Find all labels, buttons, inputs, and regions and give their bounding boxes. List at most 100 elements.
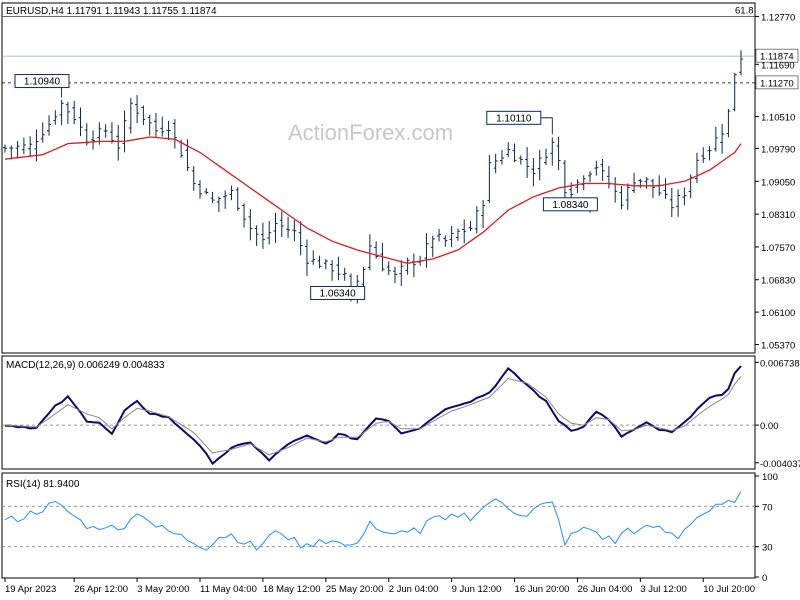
ohlc-bar [21,137,26,155]
ohlc-bar [235,187,240,211]
ohlc-bar [279,211,284,237]
time-tick-label: 10 Jul 20:00 [703,584,755,595]
time-tick-label: 9 Jun 12:00 [452,584,502,595]
ohlc-bar [726,109,731,138]
ohlc-bar [53,110,58,125]
ohlc-bar [116,125,121,161]
ohlc-bar [260,222,265,249]
ohlc-bar [298,221,303,256]
ohlc-bar [619,186,624,210]
time-tick-label: 2 Jun 04:00 [389,584,439,595]
price-tick-label: 1.06830 [761,276,795,287]
ohlc-bar [40,122,45,143]
time-tick-label: 3 May 20:00 [137,584,189,595]
level-price-label: 1.11270 [755,75,799,89]
ohlc-bar [304,239,309,277]
ohlc-bar [399,260,404,286]
ohlc-bar [499,149,504,165]
rsi-panel[interactable] [1,472,756,579]
macd-tick-label: -0.004037 [760,459,800,470]
ohlc-bar [525,147,530,178]
ohlc-bar [15,141,20,159]
ohlc-bar [210,191,215,204]
ohlc-bar [72,100,77,124]
ohlc-bar [449,225,454,248]
ohlc-bar [424,233,429,268]
swing-annotation: 1.10940 [14,74,70,98]
ohlc-bar [374,241,379,259]
swing-annotation: 1.10110 [486,110,553,135]
ohlc-bar [537,149,542,181]
rsi-tick-label: 70 [762,502,773,513]
ohlc-bar [386,261,391,276]
price-tick-label: 1.11690 [761,60,795,71]
ohlc-bar [198,180,203,199]
time-tick-label: 18 May 12:00 [263,584,321,595]
ohlc-bar [411,253,416,278]
rsi-tick-label: 100 [762,472,778,483]
price-tick-label: 1.09050 [761,177,795,188]
time-tick-label: 3 Jul 12:00 [640,584,686,595]
ohlc-bar [47,115,52,136]
ohlc-bar [506,142,511,158]
ohlc-bar [739,50,743,76]
ohlc-bar [9,145,14,160]
macd-layer [2,365,755,466]
ohlc-bar [468,221,473,232]
ohlc-bar [254,225,259,246]
ohlc-bar [594,160,599,176]
price-tick-label: 1.09790 [761,145,795,156]
ohlc-bar [147,114,152,136]
macd-panel[interactable] [1,355,756,470]
ohlc-bar [531,158,536,187]
ohlc-bar [229,185,234,201]
ohlc-bar [713,126,718,152]
axis-layer: 1.12770 1.11690 1.10510 1.09790 1.09050 1.083… [4,12,800,595]
ohlc-bar [273,212,278,243]
rsi-header: RSI(14) 81.9400 [6,479,80,490]
ohlc-bar [600,158,605,181]
ohlc-bar [663,178,668,199]
watermark: ActionForex.com [288,120,453,145]
ohlc-bar [242,203,247,228]
ohlc-bar [588,171,593,183]
ohlc-bar [91,130,96,150]
price-layer: 61.8 1.10940 1.06340 1.10110 1.08340 [2,5,755,304]
ohlc-bar [78,107,83,137]
swing-annotation: 1.08340 [542,197,598,213]
macd-line [5,365,742,466]
ohlc-bar [216,196,221,212]
ohlc-bar [650,179,655,198]
ohlc-bar [185,139,190,172]
rsi-tick-label: 0 [762,573,767,584]
svg-text:1.11270: 1.11270 [760,78,794,89]
macd-header: MACD(12,26,9) 0.006249 0.004833 [6,360,165,371]
svg-text:1.08340: 1.08340 [552,200,589,211]
macd-tick-label: 0.00 [760,421,779,432]
svg-text:1.10940: 1.10940 [24,77,61,88]
ohlc-bar [437,228,442,242]
fib-618-label: 61.8 [735,5,754,16]
ohlc-bar [676,189,681,217]
svg-text:1.11874: 1.11874 [760,52,794,63]
price-tick-label: 1.10510 [761,113,795,124]
price-panel[interactable] [1,2,756,354]
ohlc-bar [613,177,618,203]
last-price-label: 1.11874 [755,48,799,63]
price-tick-label: 1.05370 [761,340,795,351]
ohlc-bar [543,148,548,166]
ohlc-bar [248,209,253,241]
ohlc-bar [267,221,272,245]
ohlc-bar [606,165,611,189]
ohlc-bar [3,144,7,153]
ohlc-bar [172,119,177,149]
price-header: EURUSD,H4 1.11791 1.11943 1.11755 1.1187… [6,6,217,17]
ohlc-bar [575,179,580,193]
ohlc-bar [405,257,410,275]
ohlc-bar [518,155,523,165]
ohlc-bar [292,219,297,242]
rsi-line [4,490,742,551]
ohlc-bar [462,219,467,244]
ohlc-bar [103,124,108,138]
